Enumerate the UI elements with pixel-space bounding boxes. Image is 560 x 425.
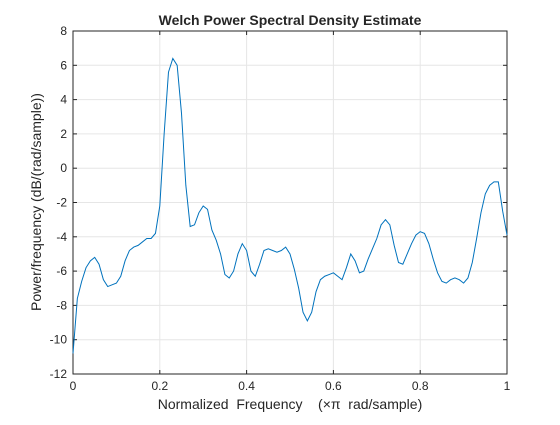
y-tick-label: -2 [56,196,67,210]
x-axis-label: Normalized Frequency (×π rad/sample) [158,396,422,412]
y-tick-labels: -12 -10 -8 -6 -4 -2 0 2 4 6 8 [50,24,68,381]
chart-title: Welch Power Spectral Density Estimate [159,12,422,28]
x-tick-labels: 0 0.2 0.4 0.6 0.8 1 [70,379,511,393]
x-tick-label: 0 [70,379,77,393]
y-axis-label: Power/frequency (dB/(rad/sample)) [28,93,44,311]
y-tick-label: -4 [56,230,67,244]
y-tick-label: -12 [50,367,68,381]
x-tick-label: 0.8 [412,379,429,393]
y-tick-label: 4 [60,93,67,107]
x-tick-label: 0.2 [151,379,168,393]
grid [72,30,508,375]
y-tick-label: 6 [60,58,67,72]
x-tick-label: 0.4 [238,379,255,393]
series-line [72,57,508,354]
x-tick-label: 0.6 [325,379,342,393]
y-tick-label: 8 [60,24,67,38]
y-tick-label: 0 [60,161,67,175]
y-tick-label: -8 [56,298,67,312]
ticks [72,30,508,375]
y-tick-label: -10 [50,333,68,347]
y-tick-label: 2 [60,127,67,141]
y-tick-label: -6 [56,264,67,278]
x-tick-label: 1 [504,379,511,393]
